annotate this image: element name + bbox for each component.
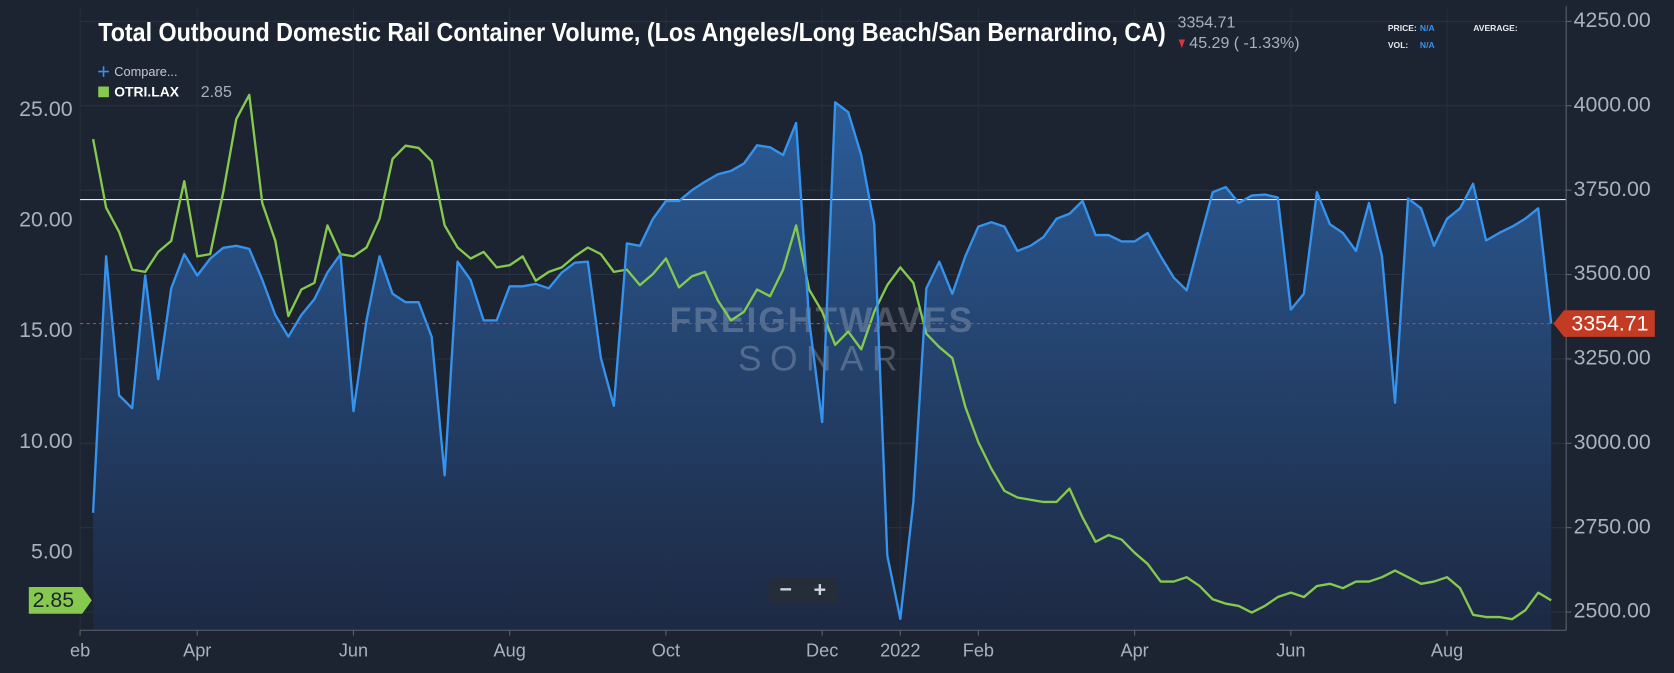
x-tick-label: 2022: [880, 640, 920, 660]
watermark-text: FREIGHTWAVES: [670, 301, 975, 340]
x-tick-label: Apr: [1121, 640, 1149, 660]
x-tick-label: eb: [70, 640, 90, 660]
y2-tick-label: 3750.00: [1574, 177, 1651, 201]
area: [93, 102, 1552, 631]
change: 45.29 ( -1.33%): [1189, 35, 1299, 52]
x-tick-label: Dec: [806, 640, 838, 660]
info-label: PRICE:: [1388, 23, 1417, 33]
y-tick-label: 15.00: [19, 318, 73, 342]
down-arrow: [1178, 39, 1186, 49]
zoom-bar: [768, 577, 837, 604]
y-tick-label: 20.00: [19, 208, 73, 232]
x-tick-label: Aug: [494, 640, 526, 660]
y2-tick-label: 2500.00: [1574, 599, 1651, 623]
legend-swatch: [98, 86, 109, 98]
y2-tick-label: 3000.00: [1574, 430, 1651, 454]
info-label: AVERAGE:: [1473, 23, 1518, 33]
y2-tick-label: 4000.00: [1574, 92, 1651, 116]
x-tick-label: Jun: [339, 640, 368, 660]
line: [91, 93, 1552, 621]
watermark-text: SONAR: [738, 339, 906, 378]
zoom-in[interactable]: +: [814, 577, 826, 601]
zoom-out[interactable]: −: [780, 577, 792, 601]
x-tick-label: Feb: [963, 640, 994, 660]
x-tick-label: Aug: [1431, 640, 1463, 660]
chart-title: Total Outbound Domestic Rail Container V…: [98, 19, 1166, 47]
x-tick-label: Oct: [652, 640, 680, 660]
y2-tick-label: 3250.00: [1574, 346, 1651, 370]
compare-link[interactable]: Compare...: [114, 64, 177, 79]
y2-tick-label: 3500.00: [1574, 261, 1651, 285]
legend-label: OTRI.LAX: [114, 84, 179, 100]
y-tick-label: 25.00: [19, 97, 73, 121]
last-value-badge: [1553, 310, 1655, 337]
x-tick-label: Jun: [1276, 640, 1305, 660]
info-value: N/A: [1420, 23, 1435, 33]
last-value: 3354.71: [1178, 15, 1236, 32]
info-label: VOL:: [1388, 40, 1409, 50]
y2-tick-label: 2750.00: [1574, 514, 1651, 538]
last-value-label: 2.85: [33, 588, 75, 612]
legend-value: 2.85: [201, 84, 232, 101]
line: [91, 101, 1553, 621]
y-tick-label: 5.00: [31, 539, 73, 563]
last-value-badge: [28, 587, 92, 614]
info-value: N/A: [1420, 40, 1435, 50]
y-tick-label: 10.00: [19, 429, 73, 453]
compare-icon[interactable]: [98, 66, 109, 77]
last-value-label: 3354.71: [1571, 311, 1648, 335]
x-tick-label: Apr: [183, 640, 211, 660]
y2-tick-label: 4250.00: [1574, 8, 1651, 32]
